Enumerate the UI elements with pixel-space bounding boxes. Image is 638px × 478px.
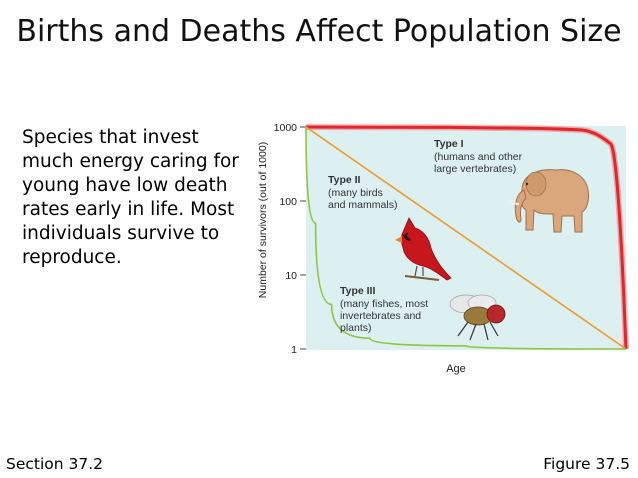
elephant-illustration xyxy=(508,169,589,233)
type-ii-curve xyxy=(305,126,627,350)
y-tick-label: 10 xyxy=(285,270,297,282)
type-iii-curve xyxy=(305,126,627,350)
slide-title: Births and Deaths Affect Population Size xyxy=(16,14,622,49)
survivorship-chart: Number of survivors (out of 1000) Age 10… xyxy=(257,122,629,375)
curves xyxy=(305,124,629,350)
body-text: Species that invest much energy caring f… xyxy=(22,127,239,268)
type-ii-desc: (many birds and mammals) xyxy=(328,187,397,211)
y-tick-label: 100 xyxy=(279,196,297,208)
y-axis-label: Number of survivors (out of 1000) xyxy=(257,142,269,298)
type-ii-name: Type II xyxy=(328,174,361,186)
figure-label: Figure 37.5 xyxy=(543,455,630,473)
type-i-name: Type I xyxy=(434,138,464,150)
y-ticks: 1000 100 10 1 xyxy=(274,122,306,356)
type-iii-label: Type III (many fishes, most invertebrates… xyxy=(340,285,428,334)
x-axis-label: Age xyxy=(446,363,466,375)
type-i-curve xyxy=(305,125,628,350)
type-ii-label: Type II (many birds and mammals) xyxy=(328,174,397,211)
type-iii-desc: (many fishes, most invertebrates and plant… xyxy=(340,298,428,334)
type-iii-name: Type III xyxy=(340,285,375,297)
section-label: Section 37.2 xyxy=(6,455,104,473)
type-i-label: Type I (humans and other large vertebrate… xyxy=(434,138,523,175)
y-tick-label: 1000 xyxy=(274,122,298,134)
type-i-desc: (humans and other large vertebrates) xyxy=(434,151,523,175)
y-tick-label: 1 xyxy=(291,344,297,356)
fly-illustration xyxy=(449,294,506,341)
cardinal-illustration xyxy=(395,217,452,281)
